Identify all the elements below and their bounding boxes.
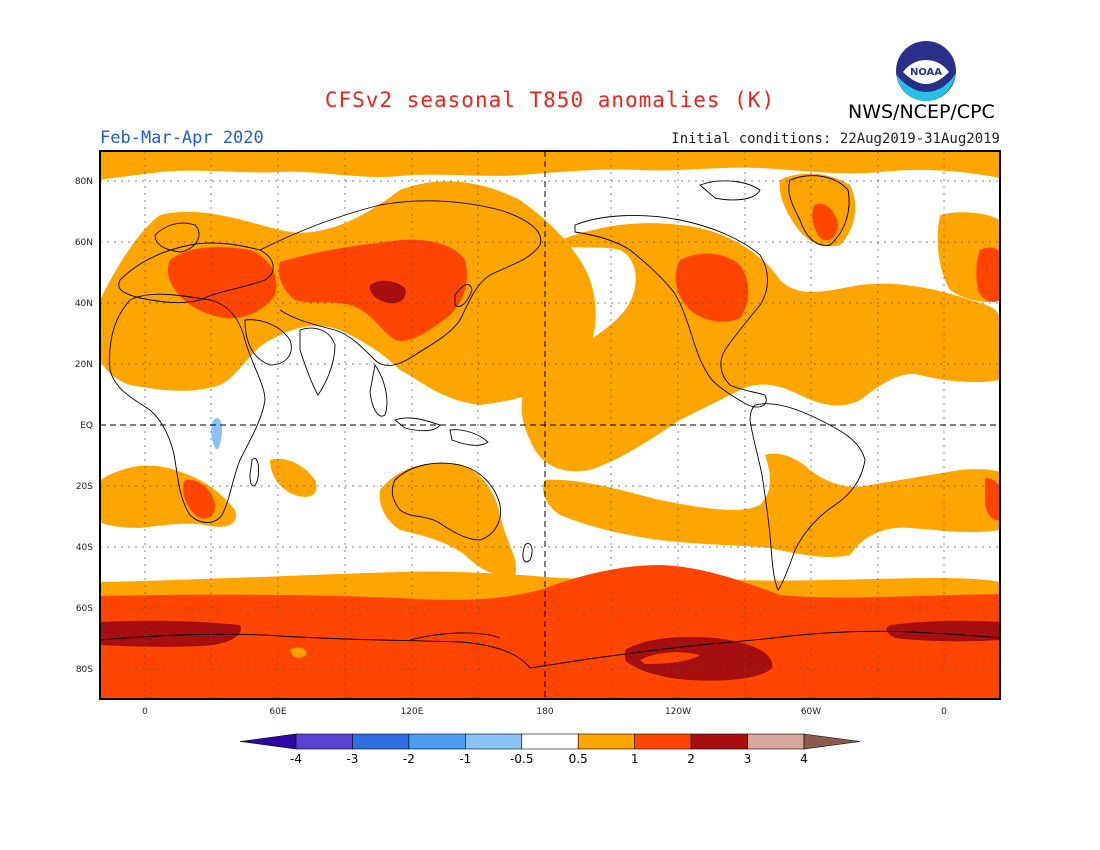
colorbar-arrow-low bbox=[239, 733, 297, 750]
colorbar-label: 1 bbox=[630, 752, 639, 766]
colorbar-arrow-high bbox=[803, 733, 861, 750]
colorbar-swatch bbox=[352, 733, 410, 750]
anomaly-1-2-region bbox=[100, 203, 1000, 699]
map-frame bbox=[99, 150, 1001, 700]
lat-labels: 80N 60N 40N 20N EQ 20S 40S 60S 80S bbox=[75, 177, 93, 675]
anomaly-field bbox=[100, 151, 1000, 699]
colorbar-label: 3 bbox=[743, 752, 752, 766]
lon-label: 0 bbox=[142, 707, 148, 717]
colorbar-swatch bbox=[521, 733, 579, 750]
lon-label: 120W bbox=[665, 707, 691, 717]
credit-label: NWS/NCEP/CPC bbox=[848, 101, 995, 123]
lat-label: EQ bbox=[80, 421, 93, 431]
colorbar-label: 0.5 bbox=[568, 752, 588, 766]
logo-text: NOAA bbox=[910, 67, 942, 78]
anomaly-2-3-region bbox=[100, 280, 1000, 681]
colorbar-swatch bbox=[690, 733, 748, 750]
lat-label: 20N bbox=[75, 360, 93, 370]
lat-label: 40S bbox=[76, 543, 93, 553]
lon-labels: 0 60E 120E 180 120W 60W 0 bbox=[142, 707, 947, 717]
colorbar-swatch bbox=[634, 733, 692, 750]
colorbar-swatch bbox=[577, 733, 635, 750]
lat-label: 80N bbox=[75, 177, 93, 187]
colorbar-swatch bbox=[295, 733, 353, 750]
colorbar-label: -0.5 bbox=[510, 752, 534, 766]
lon-label: 0 bbox=[941, 707, 947, 717]
colorbar-swatch bbox=[465, 733, 523, 750]
chart-title: CFSv2 seasonal T850 anomalies (K) bbox=[324, 88, 776, 112]
lat-label: 40N bbox=[75, 299, 93, 309]
anomaly-negative-region bbox=[211, 418, 223, 450]
forecast-period: Feb-Mar-Apr 2020 bbox=[100, 128, 264, 148]
lon-label: 60E bbox=[269, 707, 286, 717]
noaa-logo: NOAA bbox=[896, 41, 956, 101]
colorbar-swatch bbox=[747, 733, 805, 750]
lon-label: 60W bbox=[801, 707, 821, 717]
colorbar-label: -4 bbox=[290, 752, 302, 766]
lat-label: 60S bbox=[76, 604, 93, 614]
coastlines bbox=[100, 175, 1000, 669]
colorbar bbox=[239, 733, 861, 750]
colorbar-label: 4 bbox=[800, 752, 808, 766]
lat-label: 80S bbox=[76, 665, 93, 675]
lon-label: 180 bbox=[536, 707, 553, 717]
lat-label: 20S bbox=[76, 482, 93, 492]
colorbar-label: -1 bbox=[459, 752, 472, 766]
colorbar-label: -3 bbox=[346, 752, 359, 766]
colorbar-swatch bbox=[408, 733, 466, 750]
colorbar-label: -2 bbox=[402, 752, 415, 766]
colorbar-label: 2 bbox=[687, 752, 695, 766]
initial-conditions: Initial conditions: 22Aug2019-31Aug2019 bbox=[671, 131, 1000, 147]
lat-label: 60N bbox=[75, 238, 93, 248]
lon-label: 120E bbox=[401, 707, 424, 717]
